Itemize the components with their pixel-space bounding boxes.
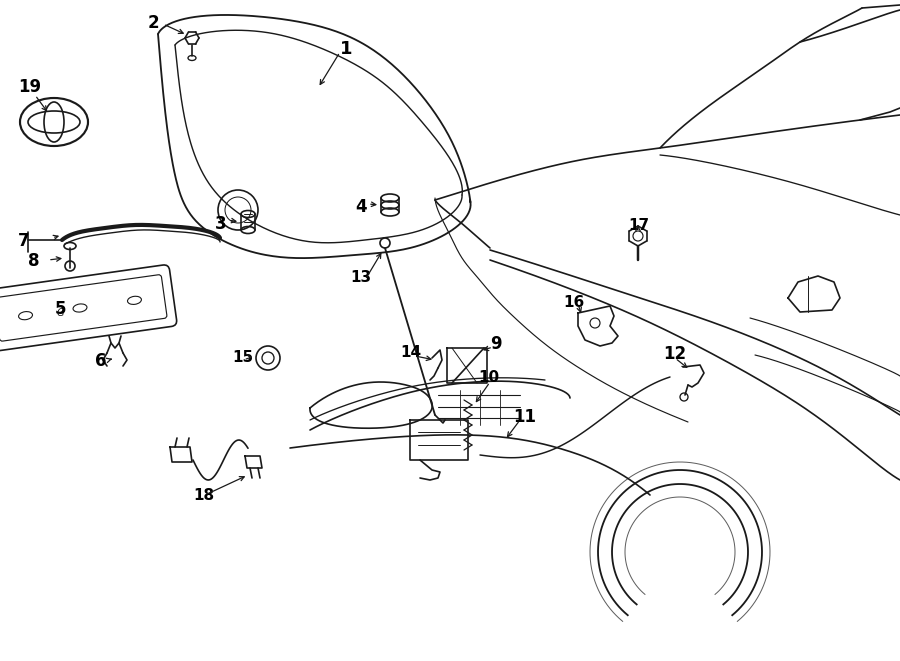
- Text: 7: 7: [18, 232, 30, 250]
- Text: 19: 19: [18, 78, 41, 96]
- Text: 4: 4: [355, 198, 366, 216]
- Text: 3: 3: [215, 215, 227, 233]
- Text: 2: 2: [148, 14, 159, 32]
- Text: 15: 15: [232, 350, 253, 365]
- Text: 16: 16: [563, 295, 584, 310]
- Text: 12: 12: [663, 345, 686, 363]
- Text: 1: 1: [340, 40, 353, 58]
- Text: 14: 14: [400, 345, 421, 360]
- Text: 11: 11: [513, 408, 536, 426]
- Text: 18: 18: [193, 488, 214, 503]
- Text: G: G: [57, 308, 64, 318]
- Text: 5: 5: [55, 300, 67, 318]
- Text: 9: 9: [490, 335, 501, 353]
- Text: 10: 10: [478, 370, 500, 385]
- Text: 6: 6: [95, 352, 106, 370]
- Text: 17: 17: [628, 218, 649, 233]
- Text: 13: 13: [350, 270, 371, 285]
- Text: 8: 8: [28, 252, 40, 270]
